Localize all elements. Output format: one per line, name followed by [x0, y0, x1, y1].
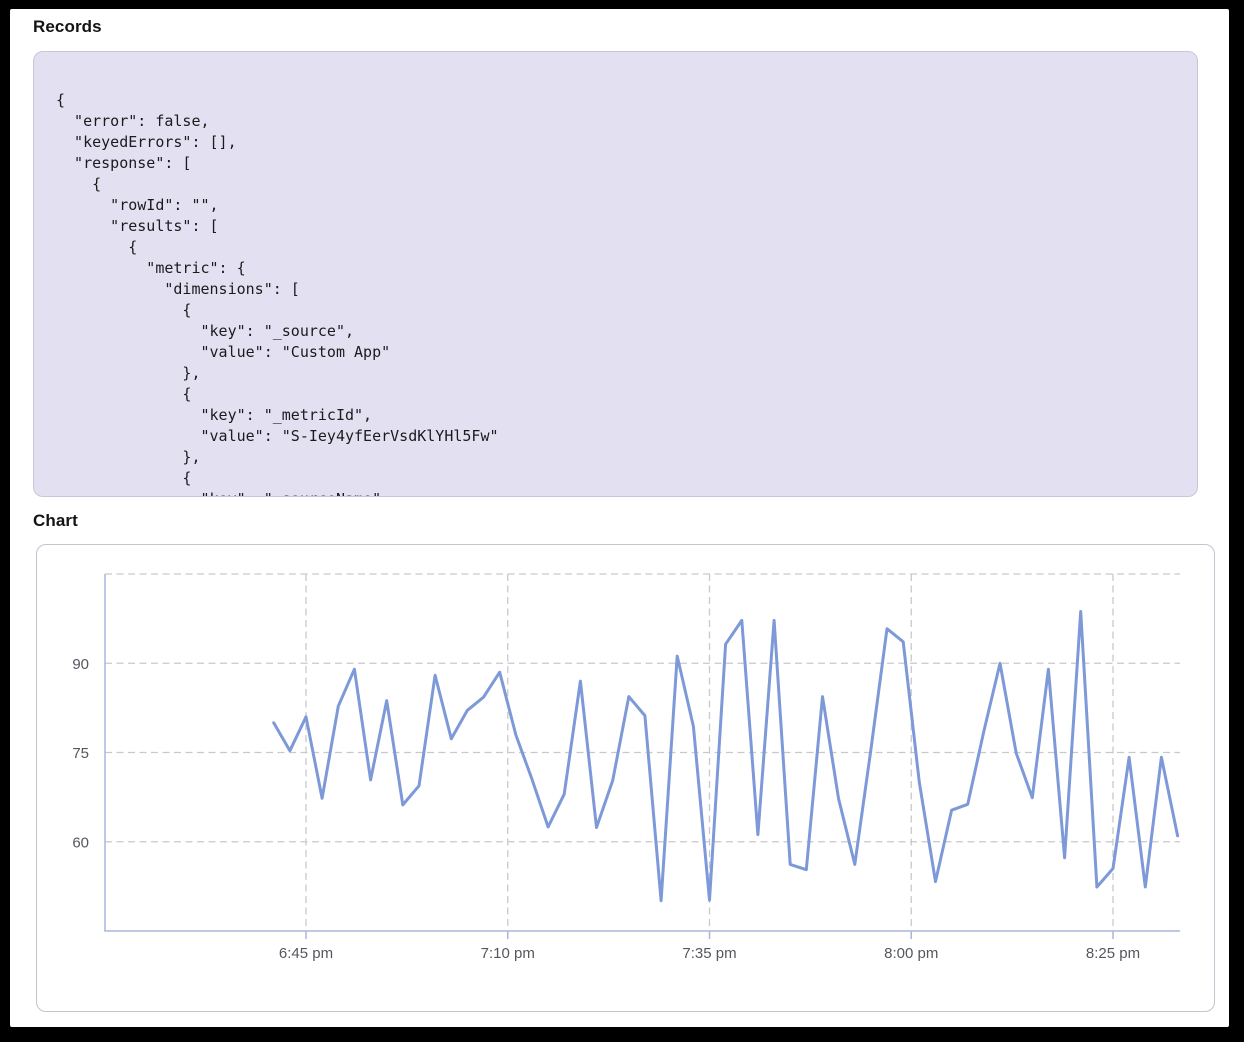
- y-axis-label: 60: [72, 834, 89, 851]
- chart-section-heading: Chart: [33, 511, 78, 530]
- records-section-heading: Records: [33, 17, 102, 36]
- records-json-code: { "error": false, "keyedErrors": [], "re…: [56, 91, 499, 496]
- chart-card: 6:45 pm 7:10 pm 7:35 pm 8:00 pm 8:25 pm 90 75 6…: [36, 544, 1215, 1012]
- y-axis-label: 90: [72, 656, 89, 673]
- metric-series-line: [272, 610, 1180, 903]
- records-json-viewer[interactable]: { "error": false, "keyedErrors": [], "re…: [33, 51, 1198, 497]
- line-chart-plot-area[interactable]: 6:45 pm 7:10 pm 7:35 pm 8:00 pm 8:25 pm 90 75 6…: [37, 545, 1214, 1011]
- page-background: Records { "error": false, "keyedErrors":…: [10, 9, 1229, 1027]
- x-axis-label: 8:25 pm: [1086, 945, 1140, 962]
- line-chart-svg: 6:45 pm 7:10 pm 7:35 pm 8:00 pm 8:25 pm 90 75 6…: [72, 573, 1180, 962]
- x-axis-label: 7:10 pm: [481, 945, 535, 962]
- x-axis-label: 7:35 pm: [682, 945, 736, 962]
- x-axis-label: 8:00 pm: [884, 945, 938, 962]
- y-axis-label: 75: [72, 745, 89, 762]
- x-axis-label: 6:45 pm: [279, 945, 333, 962]
